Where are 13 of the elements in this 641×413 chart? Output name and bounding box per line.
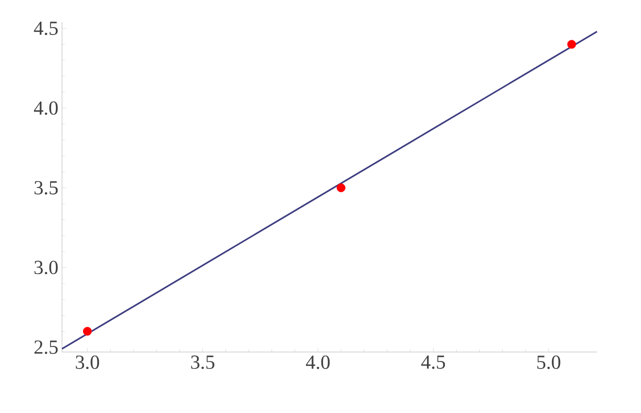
x-tick-label: 3.5: [191, 356, 214, 369]
x-tick-label: 5.0: [537, 356, 560, 370]
x-tick-label: 4.5: [421, 356, 445, 369]
y-tick-label: 3.0: [34, 260, 58, 274]
point: [567, 40, 576, 49]
point: [82, 326, 92, 336]
y-tick-label: 4.0: [34, 101, 58, 115]
point: [336, 183, 346, 192]
x-tick-label: 4.0: [306, 356, 330, 370]
y-tick-label: 2.5: [34, 340, 58, 354]
y-tick-label: 4.5: [34, 22, 58, 36]
x-tick-label: 3.0: [76, 356, 100, 370]
y-tick-label: 3.5: [34, 181, 58, 195]
